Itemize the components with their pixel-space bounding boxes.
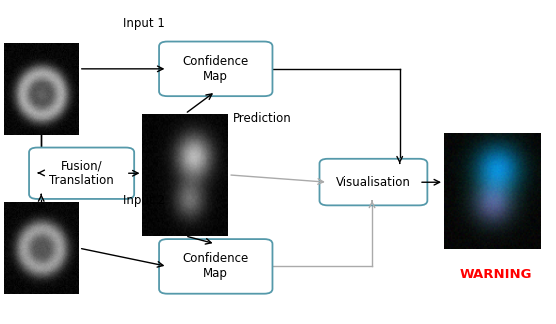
Text: Visualisation: Visualisation bbox=[336, 176, 411, 189]
Text: WARNING: WARNING bbox=[459, 268, 532, 281]
FancyBboxPatch shape bbox=[29, 147, 134, 199]
FancyBboxPatch shape bbox=[159, 41, 272, 96]
FancyBboxPatch shape bbox=[159, 239, 272, 294]
Text: Confidence
Map: Confidence Map bbox=[182, 252, 249, 280]
Text: Prediction: Prediction bbox=[232, 112, 291, 125]
Text: Input 1: Input 1 bbox=[123, 17, 165, 30]
Text: Input 2: Input 2 bbox=[123, 194, 165, 207]
Text: Confidence
Map: Confidence Map bbox=[182, 55, 249, 83]
Text: Fusion/
Translation: Fusion/ Translation bbox=[49, 159, 114, 187]
FancyBboxPatch shape bbox=[320, 159, 428, 205]
